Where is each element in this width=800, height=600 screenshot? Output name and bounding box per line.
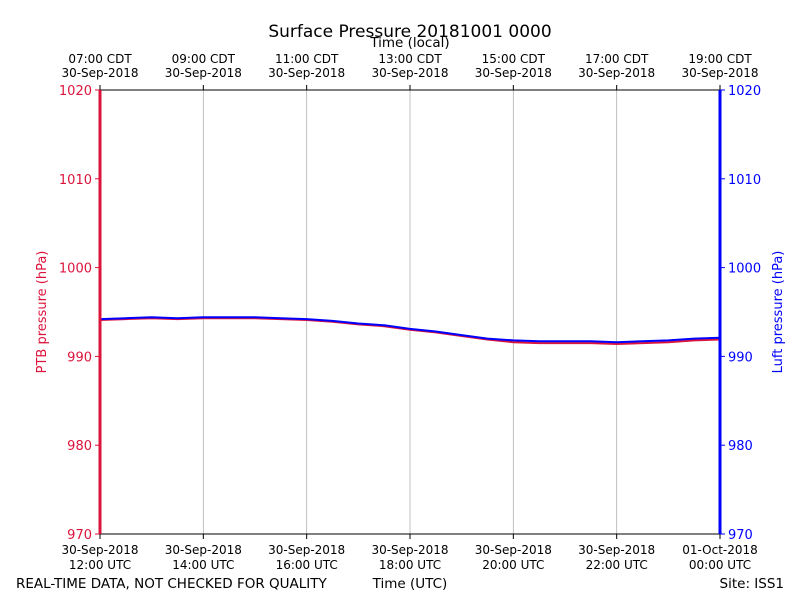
y-right-tick-label: 1000: [728, 262, 761, 277]
footer-note: REAL-TIME DATA, NOT CHECKED FOR QUALITY: [16, 576, 328, 592]
top-tick-time: 15:00 CDT: [482, 52, 546, 66]
y-left-tick-label: 1020: [59, 84, 92, 99]
grid-lines: [202, 90, 618, 534]
y-left-tick-label: 1000: [59, 262, 92, 277]
y-left-tick-label: 970: [67, 528, 92, 543]
x-tick-time: 22:00 UTC: [586, 558, 648, 572]
top-tick-date: 30-Sep-2018: [475, 66, 552, 80]
y-ticks: 970 970 980 980 990 990 1000 1000 1010 1010 1020 10…: [59, 84, 761, 543]
y-right-tick-label: 970: [728, 528, 753, 543]
x-tick-date: 30-Sep-2018: [61, 543, 138, 557]
top-tick-time: 11:00 CDT: [275, 52, 339, 66]
top-tick-time: 09:00 CDT: [172, 52, 236, 66]
x-tick-time: 00:00 UTC: [689, 558, 751, 572]
top-axis-label: Time (local): [369, 35, 449, 51]
x-tick-time: 20:00 UTC: [482, 558, 544, 572]
x-tick-time: 16:00 UTC: [276, 558, 338, 572]
y-right-tick-label: 1010: [728, 173, 761, 188]
x-tick-date: 30-Sep-2018: [578, 543, 655, 557]
left-axis-label: PTB pressure (hPa): [35, 251, 50, 374]
y-right-tick-label: 1020: [728, 84, 761, 99]
x-tick-date: 30-Sep-2018: [268, 543, 345, 557]
top-tick-time: 19:00 CDT: [688, 52, 752, 66]
top-tick-time: 07:00 CDT: [68, 52, 132, 66]
y-left-tick-label: 1010: [59, 173, 92, 188]
x-tick-date: 30-Sep-2018: [371, 543, 448, 557]
x-tick-date: 01-Oct-2018: [682, 543, 758, 557]
y-right-tick-label: 980: [728, 439, 753, 454]
series-lines: [99, 316, 721, 345]
y-right-tick-label: 990: [728, 350, 753, 365]
top-tick-date: 30-Sep-2018: [578, 66, 655, 80]
x-tick-time: 14:00 UTC: [172, 558, 234, 572]
top-tick-time: 13:00 CDT: [378, 52, 442, 66]
chart-title: Surface Pressure 20181001 0000: [268, 22, 551, 42]
series-luft-line: [99, 316, 721, 344]
top-tick-date: 30-Sep-2018: [681, 66, 758, 80]
top-tick-time: 17:00 CDT: [585, 52, 649, 66]
top-tick-date: 30-Sep-2018: [371, 66, 448, 80]
top-tick-date: 30-Sep-2018: [61, 66, 138, 80]
x-axis-label: Time (UTC): [372, 576, 448, 592]
y-left-tick-label: 990: [67, 350, 92, 365]
x-tick-time: 18:00 UTC: [379, 558, 441, 572]
top-tick-date: 30-Sep-2018: [268, 66, 345, 80]
y-left-tick-label: 980: [67, 439, 92, 454]
right-axis-label: Luft pressure (hPa): [771, 251, 786, 374]
x-tick-date: 30-Sep-2018: [165, 543, 242, 557]
x-tick-time: 12:00 UTC: [69, 558, 131, 572]
top-tick-date: 30-Sep-2018: [165, 66, 242, 80]
x-tick-date: 30-Sep-2018: [475, 543, 552, 557]
site-label: Site: ISS1: [720, 576, 784, 592]
